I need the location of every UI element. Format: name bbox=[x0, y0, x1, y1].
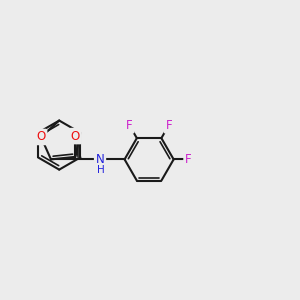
Text: F: F bbox=[165, 119, 172, 132]
Text: O: O bbox=[71, 130, 80, 142]
Text: H: H bbox=[98, 165, 105, 175]
Text: N: N bbox=[96, 153, 104, 166]
Text: O: O bbox=[36, 130, 46, 143]
Text: F: F bbox=[185, 153, 192, 166]
Text: F: F bbox=[126, 119, 133, 132]
